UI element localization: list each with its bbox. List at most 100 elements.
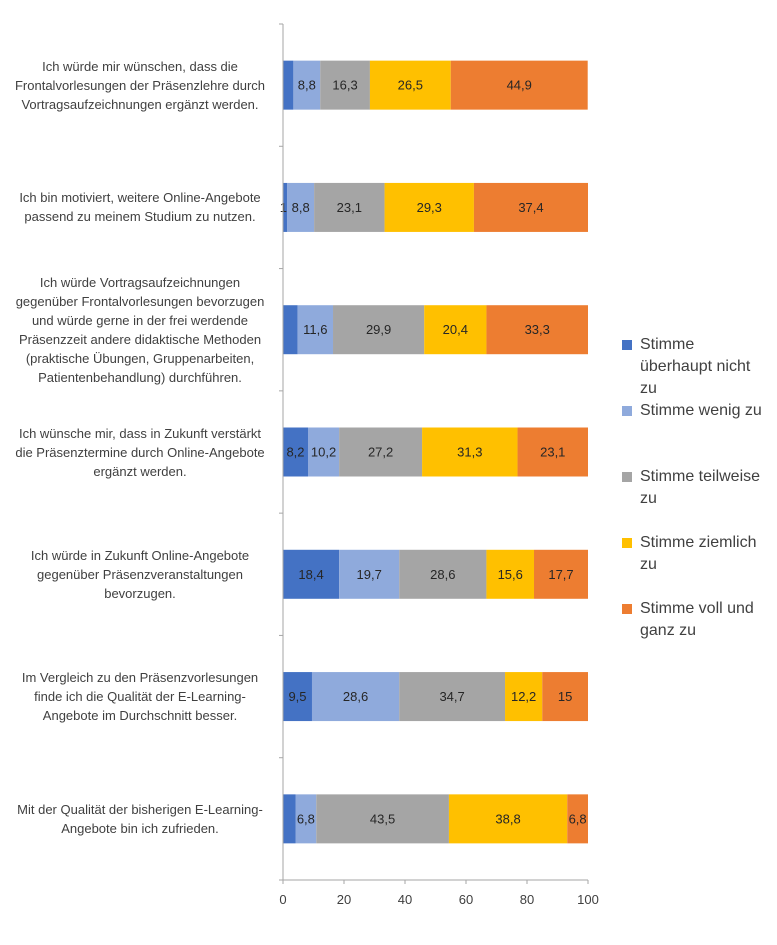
bar-segment [473,182,588,232]
bar-segment [283,672,312,722]
data-label: 43,5 [370,811,395,826]
bar-segment [399,672,506,722]
x-tick-label: 40 [398,892,412,907]
bar-segment [320,60,370,110]
data-label: 19,7 [357,567,382,582]
bar-segment [534,549,588,599]
legend-label-line: Stimme ziemlich [640,534,757,551]
category-label-line: Frontalvorlesungen der Präsenzlehre durc… [14,77,266,93]
data-label: 34,7 [439,689,464,704]
category-label-line: Ich bin motiviert, weitere Online-Angebo… [19,190,261,206]
data-label: 18,4 [298,567,323,582]
bar-segment [283,427,309,477]
legend-swatch [622,604,632,614]
bar-segment [287,182,315,232]
bar-segment [339,549,400,599]
legend-label-line: zu [640,490,657,507]
bar-segment [293,60,321,110]
bars-group: 8,8 16,3 26,5 44,91, 8,8 23,1 29,3 37,411,6 29,9… [280,60,588,844]
data-label: 20,4 [443,322,468,337]
bar-segment [308,427,340,477]
data-label: 28,6 [430,567,455,582]
bar-segment [422,427,518,477]
legend: Stimme überhaupt nicht zu Stimme wenig zu … [620,334,770,664]
data-label: 23,1 [337,200,362,215]
data-label: 9,5 [288,689,306,704]
data-label: 37,4 [518,200,543,215]
data-label: 28,6 [343,689,368,704]
bar-segment [283,60,294,110]
category-label-line: bevorzugen. [104,585,176,601]
legend-swatch [622,472,632,482]
bar-segment [283,794,296,844]
legend-swatch [622,340,632,350]
data-label: 44,9 [507,78,532,93]
category-label-line: Im Vergleich zu den Präsenzvorlesungen [21,670,259,686]
data-label: 8,8 [292,200,310,215]
bar-segment [505,672,543,722]
bar-segment [542,672,588,722]
category-label-line: Patientenbehandlung) durchführen. [38,369,242,385]
category-label-line: Ich würde Vortragsaufzeichnungen [39,274,241,290]
category-label-line: (praktische Übungen, Gruppenarbeiten, [25,350,255,366]
bar-segment [399,549,487,599]
data-label: 15,6 [498,567,523,582]
category-label-line: die Präsenztermine durch Online-Angebote [15,444,265,460]
legend-swatch [622,538,632,548]
category-label-line: finde ich die Qualität der E-Learning- [34,689,246,705]
bar-segment [339,427,423,477]
category-label-line: passend zu meinem Studium zu nutzen. [24,209,256,225]
data-label: 29,3 [417,200,442,215]
bar-segment [448,794,568,844]
category-label: Mit der Qualität der bisherigen E-Learni… [0,800,280,838]
data-label: 31,3 [457,445,482,460]
data-label: 8,8 [298,78,316,93]
x-tick-label: 80 [520,892,534,907]
bar-segment [486,305,588,355]
legend-label: Stimme ziemlich zu [640,534,756,573]
bar-segment [283,305,298,355]
data-label: 12,2 [511,689,536,704]
bar-segment [333,305,425,355]
category-label-line: Angebote bin ich zufrieden. [61,820,219,836]
data-label: 27,2 [368,445,393,460]
category-label-line: gegenüber Frontalvorlesungen bevorzugen [15,293,265,309]
data-label: 8,2 [286,445,304,460]
data-label: 10,2 [311,445,336,460]
category-label: Ich würde in Zukunft Online-Angebote gege… [0,546,280,603]
x-tick-label: 60 [459,892,473,907]
data-label: 26,5 [398,78,423,93]
bar-segment [424,305,487,355]
bar-segment [297,305,334,355]
bar-segment [369,60,451,110]
x-tick-label: 20 [337,892,351,907]
category-label-line: Ich würde in Zukunft Online-Angebote [30,547,250,563]
legend-swatch [622,406,632,416]
bar-segment [283,549,340,599]
bar-segment [384,182,474,232]
legend-label-line: zu [640,556,657,573]
bar-segment [295,794,317,844]
legend-label-line: zu [640,380,657,397]
bar-segment [517,427,588,477]
category-label-line: gegenüber Präsenzveranstaltungen [37,566,243,582]
legend-item: Stimme überhaupt nicht zu [620,334,770,400]
category-label-line: Vortragsaufzeichnungen ergänzt werden. [21,96,259,112]
data-label: 15 [558,689,572,704]
bar-segment [567,794,588,844]
data-label: 16,3 [332,78,357,93]
x-tick-label: 0 [279,892,286,907]
legend-label: Stimme überhaupt nicht zu [640,336,750,397]
legend-label-line: überhaupt nicht [640,358,751,375]
category-label-line: Angebote im Durchschnitt besser. [42,708,238,724]
category-label-line: ergänzt werden. [93,463,187,479]
data-label: 11,6 [303,322,327,337]
category-label-line: und würde gerne in der frei werdende [31,312,249,328]
legend-label-line: ganz zu [640,622,697,639]
category-label-line: Präsenzzeit andere didaktische Methoden [18,331,262,347]
legend-item: Stimme ziemlich zu [620,532,770,598]
category-label-line: Ich würde mir wünschen, dass die [42,58,238,74]
data-label: 29,9 [366,322,391,337]
legend-label-line: Stimme teilweise [640,468,761,485]
